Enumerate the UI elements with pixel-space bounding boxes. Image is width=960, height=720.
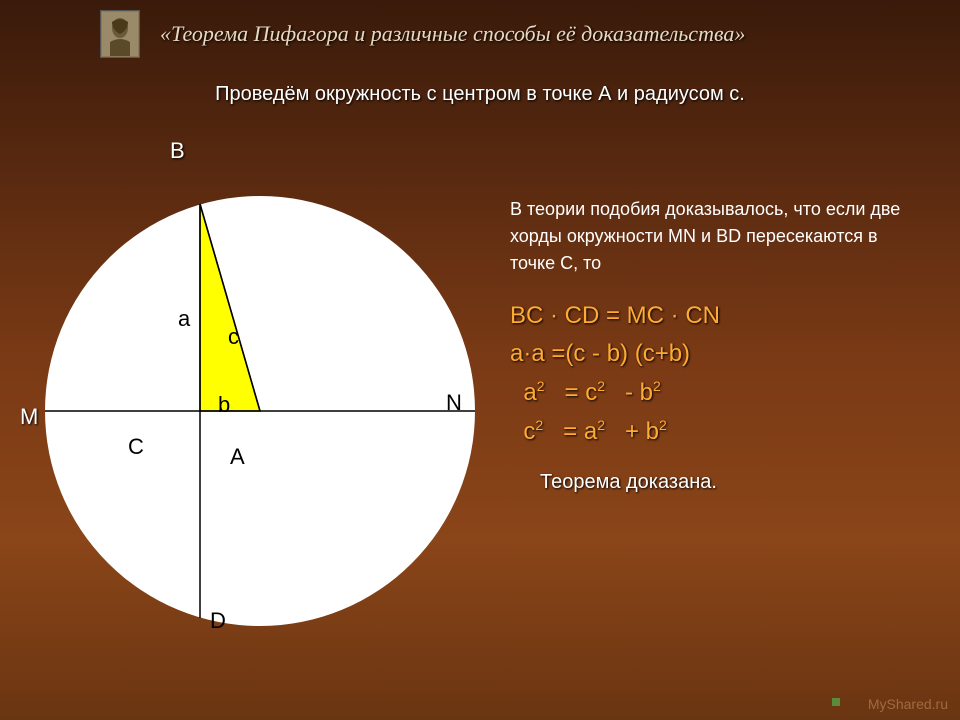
text-area: В теории подобия доказывалось, что если … — [500, 136, 940, 656]
label-b: b — [218, 392, 230, 418]
label-N: N — [446, 390, 462, 416]
theorem-proved: Теорема доказана. — [510, 471, 910, 494]
eq3-lhs: a — [523, 379, 536, 406]
label-C: C — [128, 434, 144, 460]
eq4-mid: = a — [556, 418, 597, 445]
eq4-lhs: c — [523, 418, 535, 445]
label-B: B — [170, 138, 185, 164]
content-row: B M N C A D a b c В теории подобия доказ… — [0, 136, 960, 656]
eq3-mid: = c — [558, 379, 597, 406]
watermark: MyShared.ru — [868, 696, 948, 712]
label-a: a — [178, 306, 190, 332]
theory-text: В теории подобия доказывалось, что если … — [510, 196, 910, 277]
equation-3: a2 = c2 - b2 — [510, 378, 910, 407]
eq3-rhs: - b — [618, 379, 653, 406]
label-D: D — [210, 608, 226, 634]
label-A: A — [230, 444, 245, 470]
equation-4: c2 = a2 + b2 — [510, 417, 910, 446]
author-portrait — [100, 10, 140, 58]
label-M: M — [20, 404, 38, 430]
eq4-rhs: + b — [618, 418, 659, 445]
header: «Теорема Пифагора и различные способы её… — [0, 0, 960, 58]
page-title: «Теорема Пифагора и различные способы её… — [160, 21, 745, 47]
equation-1: BC · CD = MC · CN — [510, 302, 910, 330]
equation-2: a·a =(c - b) (c+b) — [510, 340, 910, 368]
label-c: c — [228, 324, 239, 350]
bullet-marker — [832, 698, 840, 706]
page-subtitle: Проведём окружность с центром в точке А … — [0, 83, 960, 106]
diagram: B M N C A D a b c — [20, 136, 500, 656]
